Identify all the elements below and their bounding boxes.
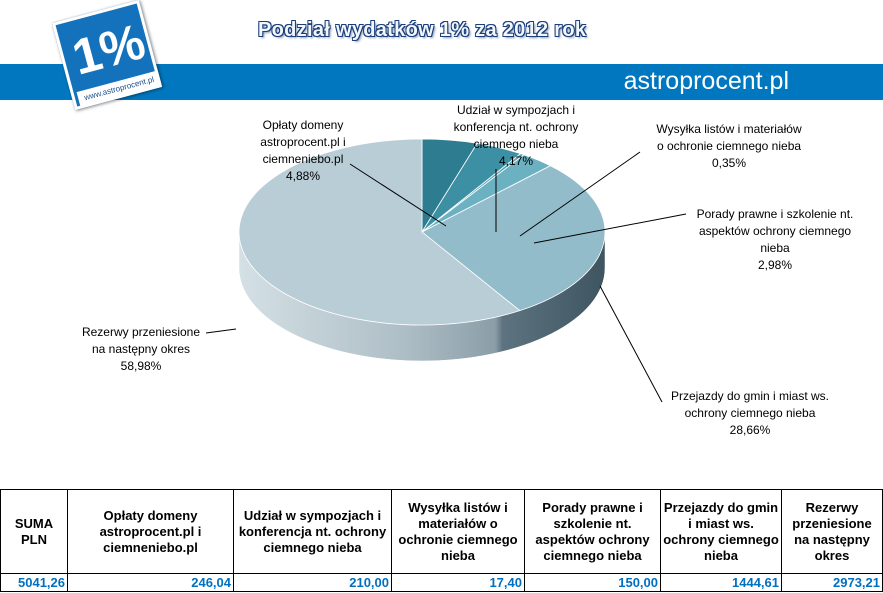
table-header: Przejazdy do gmin i miast ws. ochrony ci…: [660, 489, 782, 574]
callout-label: Porady prawne i szkolenie nt. aspektów oc…: [697, 207, 854, 272]
callout-label-line: na następny okres: [92, 342, 190, 356]
table-header: Opłaty domeny astroprocent.pl i ciemneni…: [67, 489, 234, 574]
callout-label-line: Udział w sympozjach i: [457, 103, 575, 117]
callout-label-line: aspektów ochrony ciemnego: [699, 224, 851, 238]
callout-label-line: o ochronie ciemnego nieba: [657, 139, 801, 153]
pie-chart: Opłaty domeny astroprocent.pl i ciemnenieb…: [82, 103, 853, 437]
callout-label: Rezerwy przeniesione na następny okres 58,…: [82, 325, 200, 373]
callout-label-line: 4,17%: [499, 154, 533, 168]
callout-label-line: Porady prawne i szkolenie nt.: [697, 207, 854, 221]
callout-label-line: ciemnego nieba: [474, 137, 559, 151]
callout-label-line: ochrony ciemnego nieba: [685, 406, 816, 420]
callout-line: [533, 213, 687, 244]
callout-line: [349, 163, 447, 227]
callout-label-line: 28,66%: [730, 423, 771, 437]
table-cell: 1444,61: [660, 573, 782, 592]
callout-lines: [205, 151, 687, 403]
table-cell: 2973,21: [781, 573, 883, 592]
callout-label: Udział w sympozjach i konferencja nt. och…: [454, 103, 579, 168]
callout-label-line: Opłaty domeny: [263, 118, 344, 132]
pie-slice: [238, 138, 521, 326]
callout-label-line: Rezerwy przeniesione: [82, 325, 200, 339]
pie-slice: [421, 165, 606, 312]
callout-label: Opłaty domeny astroprocent.pl i ciemnenieb…: [260, 118, 345, 183]
table-header: SUMA PLN: [0, 489, 68, 574]
table-header: Udział w sympozjach i konferencja nt. oc…: [233, 489, 392, 574]
callout-labels: Opłaty domeny astroprocent.pl i ciemnenieb…: [82, 103, 853, 437]
table-cell: 150,00: [524, 573, 661, 592]
brand-name: astroprocent.pl: [623, 67, 789, 95]
table-cell: 246,04: [67, 573, 234, 592]
pie-top: [238, 138, 606, 326]
table-header: Rezerwy przeniesione na następny okres: [781, 489, 883, 574]
callout-label-line: Wysyłka listów i materiałów: [656, 122, 802, 136]
expense-table: SUMA PLN Opłaty domeny astroprocent.pl i…: [0, 489, 883, 592]
table-header: Porady prawne i szkolenie nt. aspektów o…: [524, 489, 661, 574]
callout-line: [599, 285, 663, 403]
callout-label-line: astroprocent.pl i: [260, 135, 345, 149]
table-header-row: SUMA PLN Opłaty domeny astroprocent.pl i…: [0, 489, 883, 574]
callout-label: Przejazdy do gmin i miast ws. ochrony cie…: [671, 389, 829, 437]
chart-title: Podział wydatków 1% za 2012 rok: [258, 19, 587, 41]
callout-label-line: 58,98%: [121, 359, 162, 373]
logo-box: 1% www.astroprocent.pl: [51, 0, 163, 111]
callout-label-line: 0,35%: [712, 156, 746, 170]
callout-label-line: 4,88%: [286, 169, 320, 183]
callout-label: Wysyłka listów i materiałów o ochronie ci…: [656, 122, 802, 170]
callout-line: [205, 328, 237, 334]
callout-label-line: konferencja nt. ochrony: [454, 120, 579, 134]
table-cell: 5041,26: [0, 573, 68, 592]
callout-line: [519, 151, 641, 237]
callout-label-line: 2,98%: [758, 258, 792, 272]
logo[interactable]: 1% www.astroprocent.pl: [51, 0, 163, 111]
table-cell: 210,00: [233, 573, 392, 592]
table-cell: 17,40: [391, 573, 525, 592]
table-row: 5041,26 246,04 210,00 17,40 150,00 1444,…: [0, 573, 883, 592]
callout-label-line: ciemneniebo.pl: [263, 152, 344, 166]
callout-label-line: Przejazdy do gmin i miast ws.: [671, 389, 829, 403]
table-header: Wysyłka listów i materiałów o ochronie c…: [391, 489, 525, 574]
callout-label-line: nieba: [760, 241, 790, 255]
